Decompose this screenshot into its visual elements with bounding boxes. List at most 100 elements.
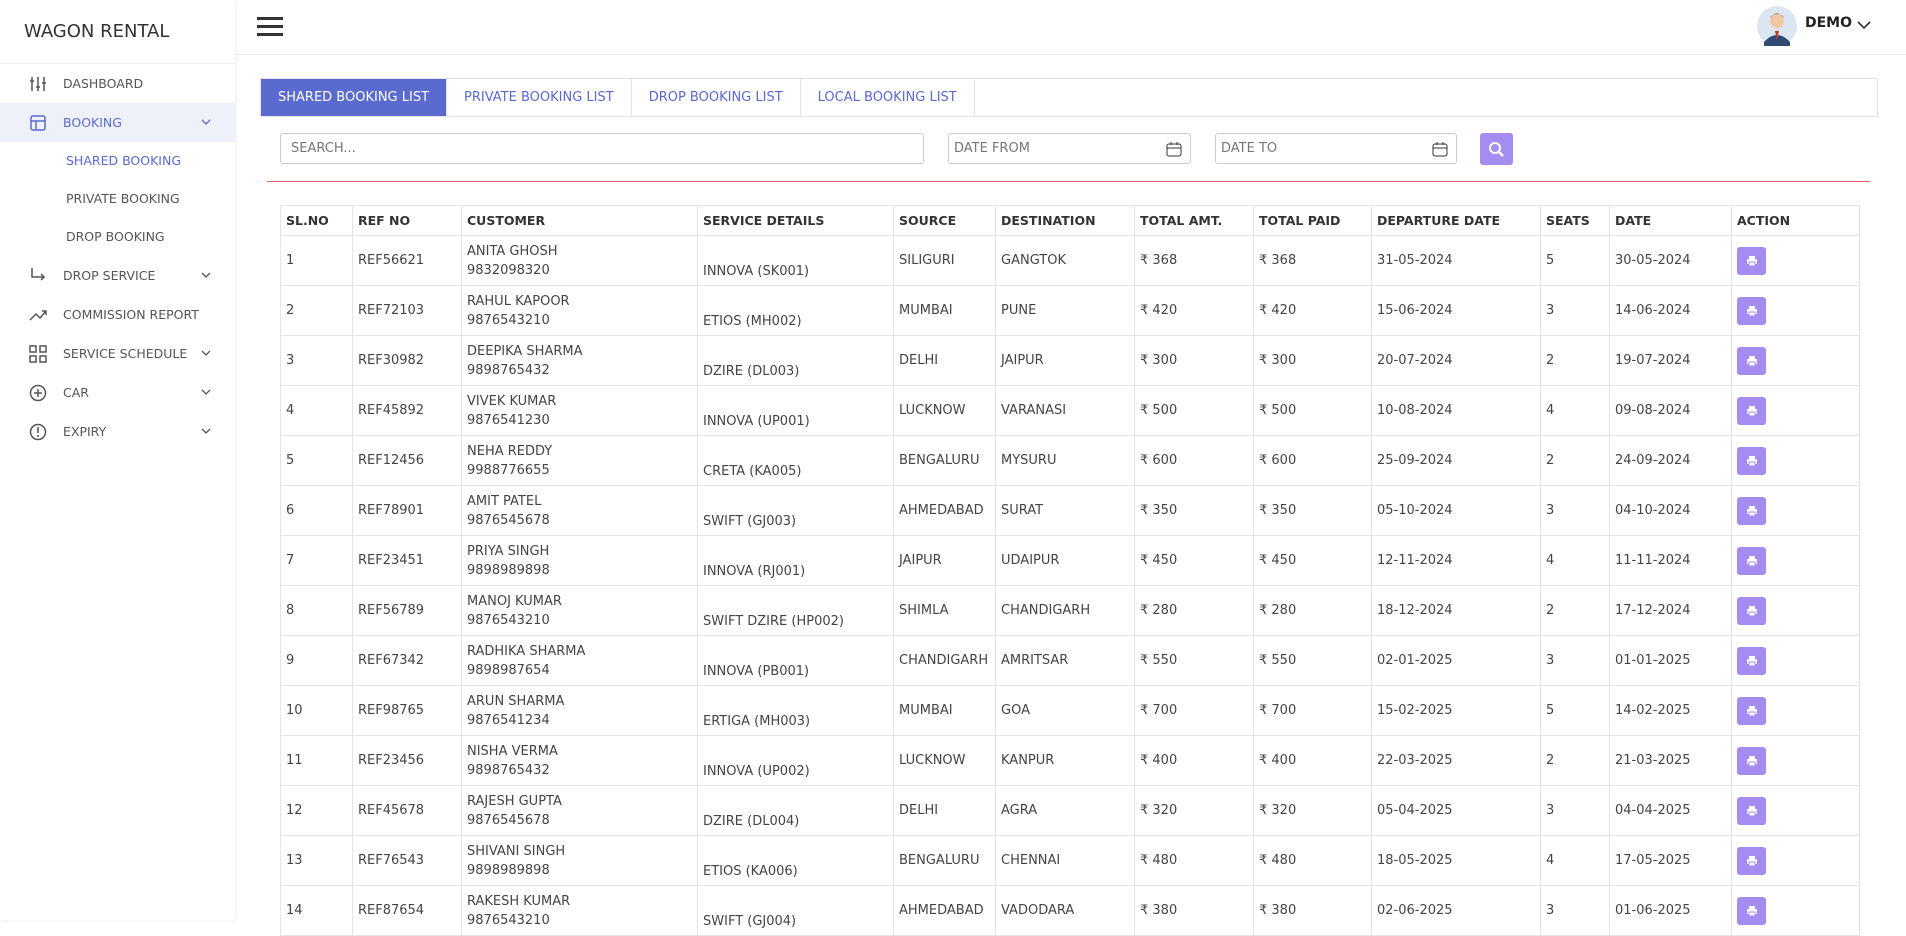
cell: ₹ 400 <box>1253 735 1372 786</box>
cell: 12-11-2024 <box>1371 535 1541 586</box>
search-button[interactable] <box>1480 133 1513 165</box>
cell: 05-10-2024 <box>1371 485 1541 536</box>
print-button[interactable] <box>1737 646 1766 675</box>
print-button[interactable] <box>1737 396 1766 425</box>
table-row: 8 REF56789 MANOJ KUMAR 9876543210 SWIFT DZIR… <box>280 585 1860 636</box>
cell: 11-11-2024 <box>1609 535 1732 586</box>
print-button[interactable] <box>1737 846 1766 875</box>
action-cell <box>1731 635 1860 686</box>
cell: REF98765 <box>352 685 462 736</box>
cell: 3 <box>1540 785 1610 836</box>
date-from[interactable]: DATE FROM <box>948 133 1191 164</box>
cell: 4 <box>1540 385 1610 436</box>
cell: CHANDIGARH <box>995 585 1135 636</box>
cell: 3 <box>1540 885 1610 936</box>
menu-label: CAR <box>63 385 89 400</box>
customer-cell: RAJESH GUPTA 9876545678 <box>461 785 698 836</box>
cell: 10 <box>280 685 353 736</box>
service-cell: INNOVA (SK001) <box>697 235 894 286</box>
menu-toggle[interactable] <box>257 16 283 38</box>
menu-item[interactable]: SERVICE SCHEDULE <box>0 334 235 373</box>
print-button[interactable] <box>1737 896 1766 925</box>
menu-item[interactable]: CAR <box>0 373 235 412</box>
print-button[interactable] <box>1737 496 1766 525</box>
action-cell <box>1731 335 1860 386</box>
cell: REF45892 <box>352 385 462 436</box>
cell: 2 <box>280 285 353 336</box>
print-icon <box>1746 255 1757 266</box>
menu-label: DASHBOARD <box>63 76 144 91</box>
cell: ₹ 380 <box>1253 885 1372 936</box>
tab[interactable]: DROP BOOKING LIST <box>632 79 801 116</box>
print-button[interactable] <box>1737 796 1766 825</box>
cell: 25-09-2024 <box>1371 435 1541 486</box>
menu-chevron <box>201 389 211 395</box>
tab[interactable]: PRIVATE BOOKING LIST <box>447 79 632 116</box>
print-button[interactable] <box>1737 596 1766 625</box>
cell: 02-06-2025 <box>1371 885 1541 936</box>
tab[interactable]: LOCAL BOOKING LIST <box>801 79 975 116</box>
cell: ₹ 500 <box>1134 385 1254 436</box>
print-button[interactable] <box>1737 446 1766 475</box>
cell: ₹ 350 <box>1134 485 1254 536</box>
table-row: 14 REF87654 RAKESH KUMAR 9876543210 SWIFT (G… <box>280 885 1860 936</box>
header-cell: ACTION <box>1731 205 1860 236</box>
print-icon <box>1746 405 1757 416</box>
customer-cell: SHIVANI SINGH 9898989898 <box>461 835 698 886</box>
print-icon <box>1746 805 1757 816</box>
cell: AHMEDABAD <box>893 885 996 936</box>
menu-icon <box>29 384 47 401</box>
customer-cell: AMIT PATEL 9876545678 <box>461 485 698 536</box>
cell: ₹ 600 <box>1134 435 1254 486</box>
print-button[interactable] <box>1737 696 1766 725</box>
cell: 13 <box>280 835 353 886</box>
print-icon <box>1746 905 1757 916</box>
cell: VARANASI <box>995 385 1135 436</box>
date-to[interactable]: DATE TO <box>1215 133 1457 164</box>
user-name[interactable]: DEMO <box>1805 15 1853 31</box>
tab[interactable]: SHARED BOOKING LIST <box>261 79 448 116</box>
customer-name: AMIT PATEL <box>467 493 542 509</box>
cell: 2 <box>1540 585 1610 636</box>
print-button[interactable] <box>1737 246 1766 275</box>
menu-item[interactable]: DROP SERVICE <box>0 256 235 295</box>
cell: MUMBAI <box>893 285 996 336</box>
cell: ₹ 320 <box>1253 785 1372 836</box>
cell: 17-12-2024 <box>1609 585 1732 636</box>
header-cell: SL.NO <box>280 205 353 236</box>
avatar[interactable] <box>1757 6 1797 46</box>
customer-name: VIVEK KUMAR <box>467 393 557 409</box>
print-button[interactable] <box>1737 746 1766 775</box>
cell: CHANDIGARH <box>893 635 996 686</box>
menu-item[interactable]: BOOKING <box>0 103 235 142</box>
cell: 6 <box>280 485 353 536</box>
submenu-item[interactable]: DROP BOOKING <box>66 229 165 244</box>
menu-label: EXPIRY <box>63 424 107 439</box>
service-cell: INNOVA (RJ001) <box>697 535 894 586</box>
cell: 18-05-2025 <box>1371 835 1541 886</box>
service-cell: ETIOS (KA006) <box>697 835 894 886</box>
cell: 1 <box>280 235 353 286</box>
print-button[interactable] <box>1737 546 1766 575</box>
cell: 20-07-2024 <box>1371 335 1541 386</box>
print-button[interactable] <box>1737 346 1766 375</box>
submenu-item[interactable]: SHARED BOOKING <box>66 153 182 168</box>
print-icon <box>1746 455 1757 466</box>
cell: 15-06-2024 <box>1371 285 1541 336</box>
menu-item[interactable]: COMMISSION REPORT <box>0 295 235 334</box>
menu-item[interactable]: DASHBOARD <box>0 64 235 103</box>
submenu-item[interactable]: PRIVATE BOOKING <box>66 191 180 206</box>
calendar-icon <box>1432 142 1448 157</box>
cell: ₹ 280 <box>1253 585 1372 636</box>
customer-name: NEHA REDDY <box>467 443 553 459</box>
menu-item[interactable]: EXPIRY <box>0 412 235 451</box>
menu-chevron <box>201 272 211 278</box>
menu-icon <box>29 344 47 363</box>
customer-phone: 9898989898 <box>467 862 550 878</box>
customer-cell: PRIYA SINGH 9898989898 <box>461 535 698 586</box>
menu-icon <box>31 267 46 281</box>
user-chevron[interactable] <box>1857 20 1871 30</box>
print-button[interactable] <box>1737 296 1766 325</box>
search-input[interactable]: SEARCH... <box>280 133 924 164</box>
cell: REF76543 <box>352 835 462 886</box>
